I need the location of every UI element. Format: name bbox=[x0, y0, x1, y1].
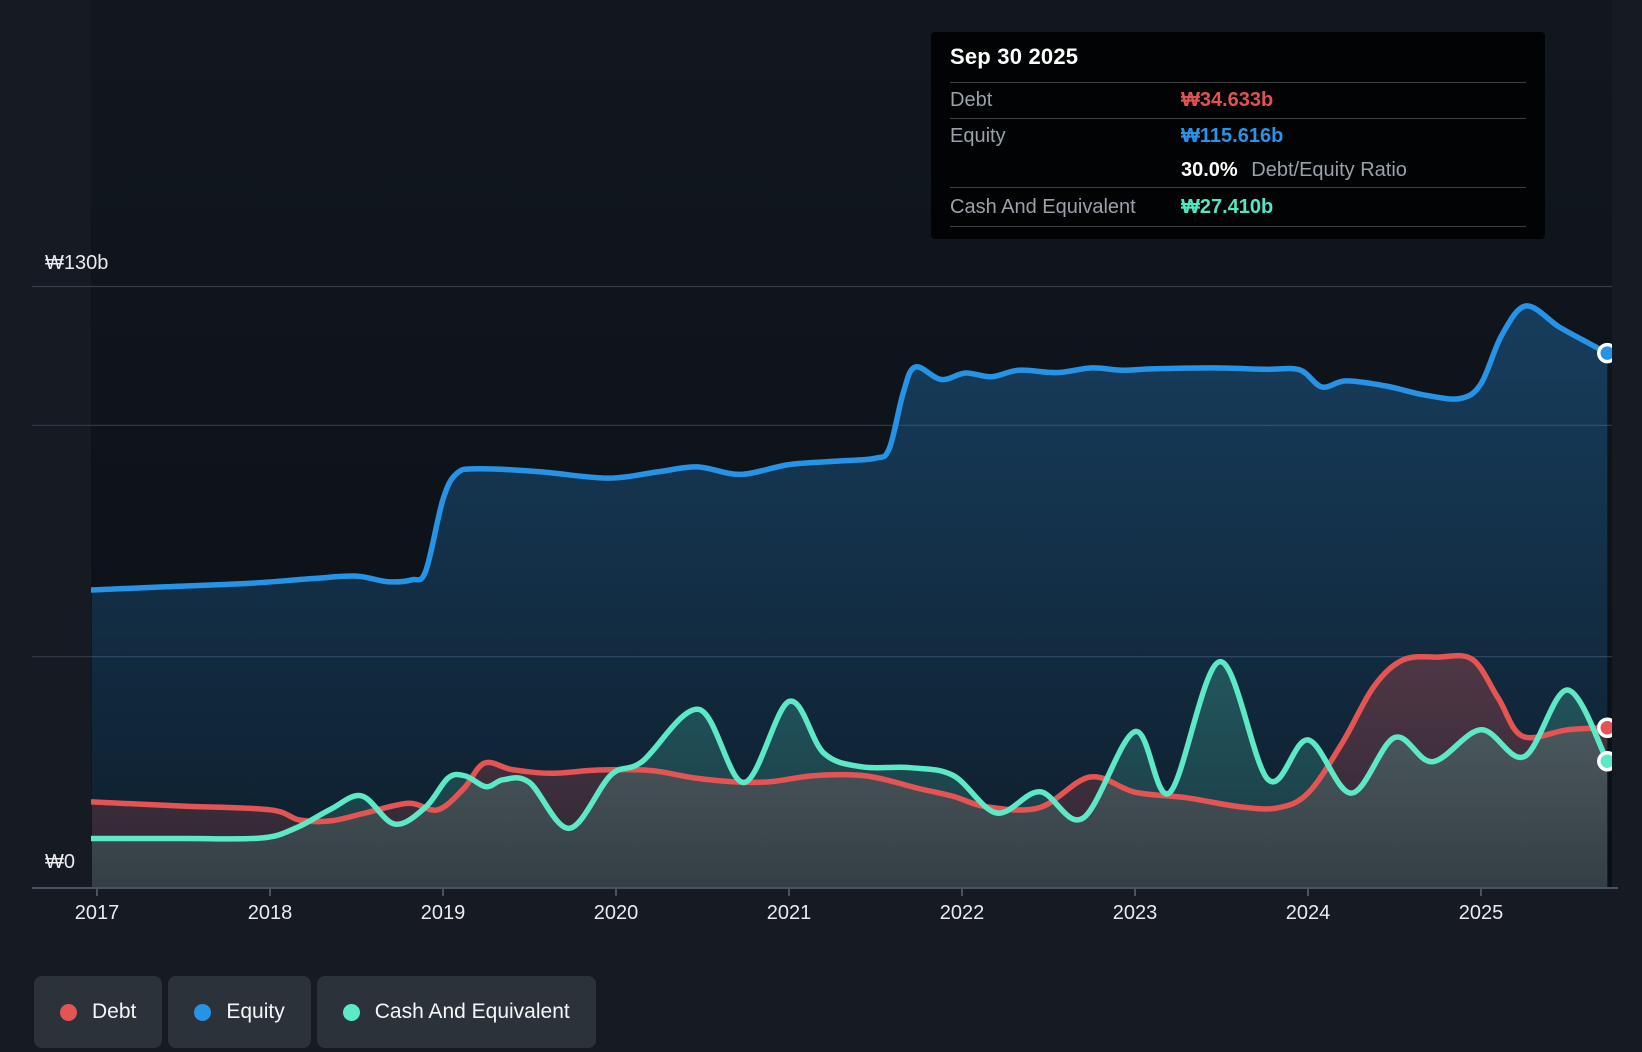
tooltip-cash-label: Cash And Equivalent bbox=[950, 195, 1136, 218]
x-axis-label-2024: 2024 bbox=[1286, 902, 1331, 924]
debt-line[interactable] bbox=[91, 652, 1611, 825]
series-layer bbox=[91, 303, 1616, 888]
x-axis-label-2017: 2017 bbox=[75, 902, 120, 924]
tooltip-cash-row: Cash And Equivalent ₩27.410b bbox=[950, 187, 1526, 226]
chart-tooltip: Sep 30 2025 Debt ₩34.633b Equity ₩115.61… bbox=[931, 32, 1545, 239]
tooltip-cash-value: ₩27.410b bbox=[1181, 195, 1274, 218]
tooltip-date: Sep 30 2025 bbox=[950, 44, 1079, 69]
tooltip-equity-value: ₩115.616b bbox=[1181, 125, 1284, 147]
legend-debt-label: Debt bbox=[92, 1000, 137, 1023]
tooltip-debt-row: Debt ₩34.633b bbox=[950, 82, 1526, 118]
x-axis-label-2021: 2021 bbox=[767, 902, 812, 924]
x-axis-label-2025: 2025 bbox=[1459, 902, 1504, 924]
tooltip-bottom-divider bbox=[950, 226, 1526, 239]
debt-end-marker[interactable] bbox=[1597, 717, 1616, 739]
x-axis-label-2023: 2023 bbox=[1113, 902, 1158, 924]
y-axis-max-label: ₩130b bbox=[45, 252, 108, 274]
legend-cash-label: Cash And Equivalent bbox=[374, 1000, 570, 1023]
tooltip-equity-row: Equity ₩115.616b bbox=[950, 118, 1526, 154]
legend-item-equity[interactable]: Equity bbox=[168, 976, 311, 1048]
tooltip-equity-label: Equity bbox=[950, 125, 1006, 147]
debt-series-dot-icon bbox=[60, 1003, 77, 1021]
equity-series-dot-icon bbox=[194, 1003, 212, 1021]
tooltip-ratio-label: Debt/Equity Ratio bbox=[1251, 159, 1407, 181]
tooltip-debt-label: Debt bbox=[950, 89, 993, 111]
tooltip-debt-value: ₩34.633b bbox=[1181, 89, 1274, 111]
x-axis-label-2022: 2022 bbox=[940, 902, 985, 924]
x-axis-label-2018: 2018 bbox=[248, 902, 293, 924]
legend-equity-label: Equity bbox=[226, 1000, 285, 1023]
x-axis-label-2020: 2020 bbox=[594, 902, 639, 924]
cash-end-marker[interactable] bbox=[1597, 750, 1616, 772]
cash-line[interactable] bbox=[91, 658, 1611, 842]
tooltip-ratio-value: 30.0% bbox=[1181, 159, 1238, 181]
legend-item-cash[interactable]: Cash And Equivalent bbox=[316, 976, 596, 1048]
equity-end-marker[interactable] bbox=[1597, 342, 1616, 364]
equity-line[interactable] bbox=[91, 303, 1611, 593]
chart-legend: Debt Equity Cash And Equivalent bbox=[34, 976, 596, 1048]
x-axis-label-2019: 2019 bbox=[421, 902, 466, 924]
tooltip-ratio-row: 30.0% Debt/Equity Ratio bbox=[950, 154, 1526, 187]
legend-item-debt[interactable]: Debt bbox=[34, 976, 163, 1048]
y-axis-zero-label: ₩0 bbox=[45, 851, 75, 873]
cash-series-dot-icon bbox=[342, 1003, 360, 1021]
